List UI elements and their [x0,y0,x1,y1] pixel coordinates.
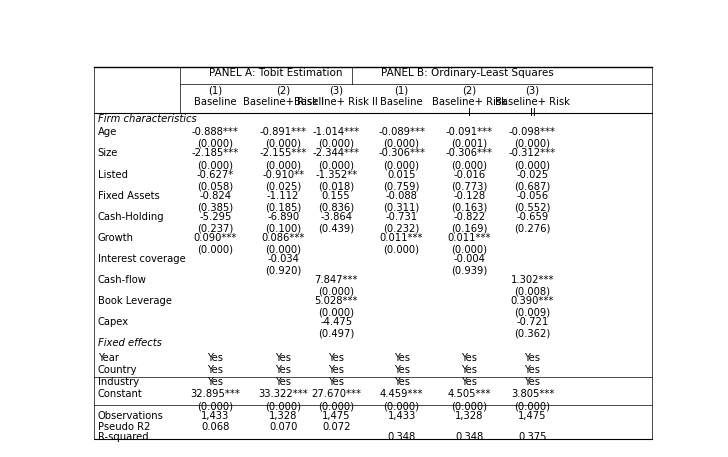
Text: Cash-Holding: Cash-Holding [98,212,165,222]
Text: 7.847***
(0.000): 7.847*** (0.000) [314,275,358,297]
Text: -6.890
(0.100): -6.890 (0.100) [265,212,301,234]
Text: Yes: Yes [462,365,478,375]
Text: -2.155***
(0.000): -2.155*** (0.000) [259,149,306,170]
Text: -0.312***
(0.000): -0.312*** (0.000) [509,149,556,170]
Text: Yes: Yes [394,377,410,387]
Text: 0.011***
(0.000): 0.011*** (0.000) [380,233,424,255]
Text: 4.505***
(0.000): 4.505*** (0.000) [448,389,491,411]
Text: Fixed effects: Fixed effects [98,339,162,349]
Text: Age: Age [98,128,117,138]
Text: Interest coverage: Interest coverage [98,254,186,264]
Text: -2.185***
(0.000): -2.185*** (0.000) [191,149,239,170]
Text: -5.295
(0.237): -5.295 (0.237) [197,212,234,234]
Text: Yes: Yes [524,365,540,375]
Text: -1.352**
(0.018): -1.352** (0.018) [315,170,357,191]
Text: 0.390***
(0.009): 0.390*** (0.009) [511,296,554,318]
Text: -0.091***
(0.001): -0.091*** (0.001) [446,128,493,149]
Text: Pseudo R2: Pseudo R2 [98,422,150,432]
Text: PANEL B: Ordinary-Least Squares: PANEL B: Ordinary-Least Squares [381,68,553,78]
Text: -0.888***
(0.000): -0.888*** (0.000) [192,128,239,149]
Text: -0.016
(0.773): -0.016 (0.773) [451,170,488,191]
Text: 0.375: 0.375 [518,432,547,442]
Text: 0.086***
(0.000): 0.086*** (0.000) [261,233,305,255]
Text: -0.025
(0.687): -0.025 (0.687) [515,170,550,191]
Text: Industry: Industry [98,377,139,387]
Text: (1)
Baseline: (1) Baseline [380,85,423,106]
Text: 3.805***
(0.000): 3.805*** (0.000) [511,389,554,411]
Text: 0.070: 0.070 [269,422,297,432]
Text: -0.089***
(0.000): -0.089*** (0.000) [378,128,425,149]
Text: Yes: Yes [524,377,540,387]
Text: Observations: Observations [98,411,164,421]
Text: -0.891***
(0.000): -0.891*** (0.000) [260,128,306,149]
Text: Yes: Yes [328,365,344,375]
Text: Yes: Yes [524,352,540,362]
Text: (3)
Baseline+ Risk II: (3) Baseline+ Risk II [294,85,378,106]
Text: -0.721
(0.362): -0.721 (0.362) [515,317,550,339]
Text: Cash-flow: Cash-flow [98,275,146,285]
Text: Yes: Yes [462,352,478,362]
Text: 0.072: 0.072 [322,422,350,432]
Text: 0.348: 0.348 [387,432,416,442]
Text: -0.731
(0.232): -0.731 (0.232) [384,212,420,234]
Text: Capex: Capex [98,317,129,327]
Text: 1,475: 1,475 [518,411,547,421]
Text: 0.348: 0.348 [455,432,483,442]
Text: -0.822
(0.169): -0.822 (0.169) [451,212,488,234]
Text: 5.028***
(0.000): 5.028*** (0.000) [314,296,358,318]
Text: 1,433: 1,433 [201,411,229,421]
Text: 4.459***
(0.000): 4.459*** (0.000) [380,389,424,411]
Text: -0.627*
(0.058): -0.627* (0.058) [197,170,234,191]
Text: (3)
Baseline+ Risk
II: (3) Baseline+ Risk II [495,85,570,118]
Text: 27.670***
(0.000): 27.670*** (0.000) [311,389,361,411]
Text: -3.864
(0.439): -3.864 (0.439) [318,212,355,234]
Text: 1.302***
(0.008): 1.302*** (0.008) [511,275,554,297]
Text: 1,475: 1,475 [322,411,350,421]
Text: -0.306***
(0.000): -0.306*** (0.000) [446,149,493,170]
Text: -0.088
(0.311): -0.088 (0.311) [384,191,420,212]
Text: 0.068: 0.068 [201,422,229,432]
Text: (1)
Baseline: (1) Baseline [194,85,237,106]
Text: -4.475
(0.497): -4.475 (0.497) [318,317,355,339]
Text: Yes: Yes [275,352,291,362]
Text: 33.322***
(0.000): 33.322*** (0.000) [258,389,308,411]
Text: Yes: Yes [275,365,291,375]
Text: Yes: Yes [394,365,410,375]
Text: -0.004
(0.939): -0.004 (0.939) [451,254,488,276]
Text: Constant: Constant [98,389,143,399]
Text: Country: Country [98,365,138,375]
Text: -0.098***
(0.000): -0.098*** (0.000) [509,128,556,149]
Text: Yes: Yes [275,377,291,387]
Text: Yes: Yes [462,377,478,387]
Text: -0.306***
(0.000): -0.306*** (0.000) [378,149,425,170]
Text: 1,433: 1,433 [387,411,416,421]
Text: (2)
Baseline+ Risk
I: (2) Baseline+ Risk I [432,85,507,118]
Text: -0.056
(0.552): -0.056 (0.552) [514,191,550,212]
Text: Yes: Yes [394,352,410,362]
Text: Yes: Yes [328,352,344,362]
Text: -0.128
(0.163): -0.128 (0.163) [451,191,488,212]
Text: -0.824
(0.385): -0.824 (0.385) [197,191,234,212]
Text: -1.014***
(0.000): -1.014*** (0.000) [312,128,360,149]
Text: -0.034
(0.920): -0.034 (0.920) [265,254,301,276]
Text: Fixed Assets: Fixed Assets [98,191,159,201]
Text: 1,328: 1,328 [455,411,483,421]
Text: -1.112
(0.185): -1.112 (0.185) [265,191,301,212]
Text: -2.344***
(0.000): -2.344*** (0.000) [312,149,360,170]
Text: 0.015
(0.759): 0.015 (0.759) [384,170,420,191]
Text: -0.910**
(0.025): -0.910** (0.025) [262,170,304,191]
Text: (2)
Baseline+ Risk I: (2) Baseline+ Risk I [242,85,323,106]
Text: Size: Size [98,149,118,159]
Text: Growth: Growth [98,233,134,243]
Text: Year: Year [98,352,119,362]
Text: 0.155
(0.836): 0.155 (0.836) [318,191,355,212]
Text: -0.659
(0.276): -0.659 (0.276) [514,212,550,234]
Text: Yes: Yes [207,365,223,375]
Text: 32.895***
(0.000): 32.895*** (0.000) [191,389,240,411]
Text: Yes: Yes [207,352,223,362]
Text: 0.011***
(0.000): 0.011*** (0.000) [448,233,491,255]
Text: Book Leverage: Book Leverage [98,296,172,306]
Text: Listed: Listed [98,170,128,180]
Text: Firm characteristics: Firm characteristics [98,114,197,124]
Text: R-squared: R-squared [98,432,149,442]
